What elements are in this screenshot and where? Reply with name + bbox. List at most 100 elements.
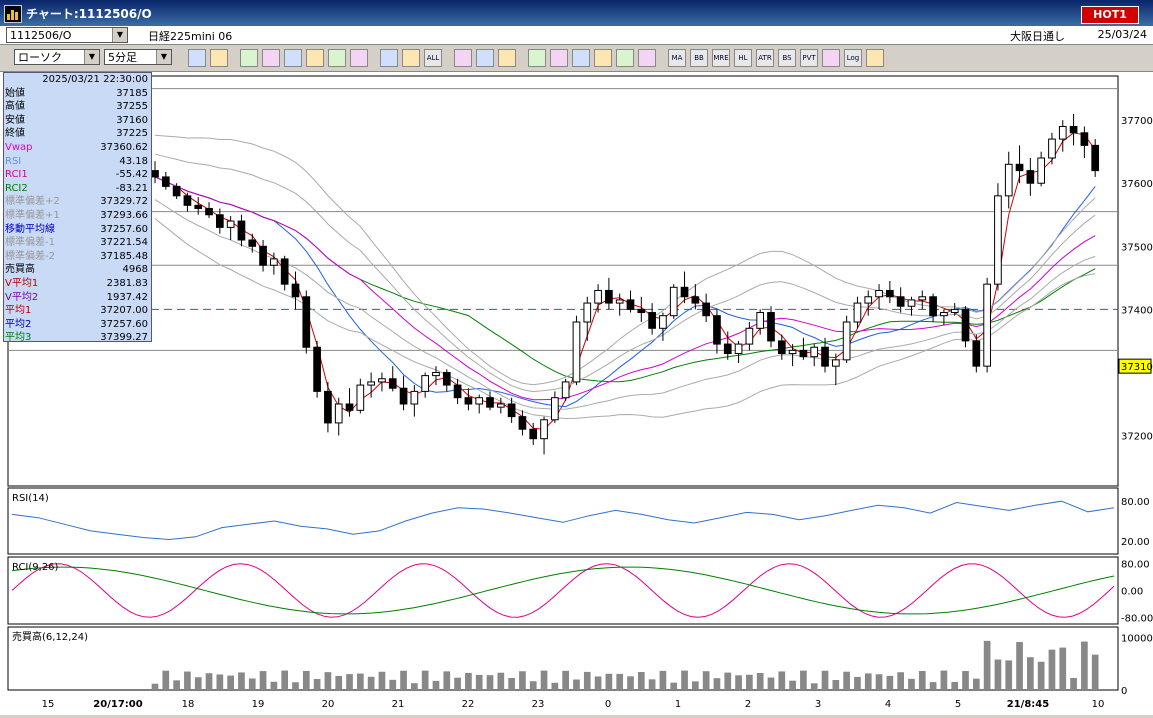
rci-tick-label: -80.00 [1121, 613, 1153, 624]
info-key: Vwap [5, 141, 33, 153]
zoom-in-icon[interactable] [402, 49, 420, 67]
chart-area[interactable]: 37700 37600 37500 37400 37200 37310 RSI(14) RCI… [0, 72, 1153, 715]
volume-bar [356, 673, 364, 690]
instrument-code-select[interactable]: 1112506/O ▼ [6, 27, 128, 43]
price-tick-label: 37500 [1121, 242, 1153, 253]
info-value: 37329.72 [100, 196, 148, 208]
bs-icon[interactable]: BS [778, 49, 796, 67]
volume-bar [702, 671, 710, 690]
candle-body [994, 195, 1002, 285]
trash-icon[interactable] [350, 49, 368, 67]
info-row: 標準偏差-2 37185.48 [4, 250, 151, 264]
candle-body [551, 397, 559, 421]
info-value: 4968 [122, 264, 148, 276]
band-line [154, 218, 1096, 420]
info-value: 37160 [116, 114, 148, 126]
rci1-line [11, 563, 1115, 618]
candle-body [745, 327, 754, 345]
candle-body [432, 371, 440, 377]
blank-icon[interactable] [616, 49, 634, 67]
zoom-icon[interactable] [188, 49, 206, 67]
info-value: 43.18 [119, 155, 148, 167]
grid-icon[interactable] [380, 49, 398, 67]
chevron-down-icon[interactable]: ▼ [84, 50, 99, 64]
candle-body [507, 403, 516, 418]
volume-bar [854, 676, 861, 690]
mesh-icon[interactable] [638, 49, 656, 67]
info-key: RSI [5, 155, 22, 167]
export-icon[interactable] [866, 49, 884, 67]
x-tick-label: 1 [675, 699, 681, 710]
volume-bar [281, 670, 289, 690]
candle-body [842, 321, 851, 361]
timeframe-select[interactable]: 5分足 ▼ [104, 49, 172, 65]
atr-icon[interactable]: ATR [756, 49, 774, 67]
line-icon[interactable] [262, 49, 280, 67]
search-doc-icon[interactable] [550, 49, 568, 67]
settings-icon[interactable] [454, 49, 472, 67]
candle-body [788, 349, 797, 355]
volume-bar [216, 674, 224, 690]
info-key: 安値 [5, 114, 25, 126]
all-icon[interactable]: ALL [424, 49, 442, 67]
candle-body [496, 403, 505, 408]
bar-icon[interactable] [572, 49, 590, 67]
x-tick-label: 3 [815, 699, 821, 710]
candle-body [205, 207, 213, 216]
volume-bar [335, 676, 343, 690]
candle-body [486, 397, 494, 408]
info-value: 37257.60 [100, 318, 148, 330]
bb-icon[interactable]: BB [690, 49, 708, 67]
info-value: 37185 [116, 87, 148, 99]
volume-bar [227, 675, 234, 690]
pvt-icon[interactable]: PVT [800, 49, 818, 67]
volume-bar [886, 675, 894, 690]
rsi-panel-label: RSI(14) [12, 493, 49, 504]
palette-icon[interactable] [498, 49, 516, 67]
info-row: 平均1 37207.00 [4, 304, 151, 318]
tools-icon[interactable] [476, 49, 494, 67]
volume-bar [162, 670, 170, 690]
crosshair-icon[interactable] [210, 49, 228, 67]
info-row: 始値 37185 [4, 87, 151, 101]
candle-body [734, 343, 743, 355]
info-key: RCI2 [5, 182, 28, 194]
info-row: 標準偏差+1 37293.66 [4, 209, 151, 223]
volume-bar [411, 683, 418, 690]
box-icon[interactable] [822, 49, 840, 67]
volume-bar [681, 670, 688, 690]
chevron-down-icon[interactable]: ▼ [112, 28, 127, 42]
info-key: 標準偏差+1 [5, 209, 60, 221]
scissors-icon[interactable] [594, 49, 612, 67]
info-key: 終値 [5, 128, 25, 140]
download-icon[interactable] [528, 49, 546, 67]
info-row: 平均3 37399.27 [4, 331, 151, 345]
hot-button[interactable]: HOT1 [1081, 6, 1139, 24]
log-icon[interactable]: Log [844, 49, 862, 67]
candle-body [1015, 163, 1024, 172]
x-tick-label: 10 [1092, 699, 1105, 710]
chart-svg[interactable]: 37700 37600 37500 37400 37200 37310 RSI(14) RCI… [0, 72, 1153, 715]
ma-icon[interactable]: MA [668, 49, 686, 67]
page-icon[interactable] [328, 49, 346, 67]
volume-bar [551, 682, 559, 690]
chart-type-select[interactable]: ローソク ▼ [14, 49, 100, 65]
info-key: V平均1 [5, 277, 39, 289]
pen-icon[interactable] [240, 49, 258, 67]
info-row: 売買高 4968 [4, 263, 151, 277]
chevron-down-icon[interactable]: ▼ [156, 50, 171, 64]
candle-body [1048, 138, 1056, 159]
candle-body [659, 315, 667, 329]
candle-body [821, 346, 829, 367]
window-title: チャート:1112506/O [26, 7, 152, 21]
volume-bar [1059, 647, 1067, 690]
mre-icon[interactable]: MRE [712, 49, 730, 67]
rsi-panel-frame [7, 487, 1119, 555]
volume-bar [929, 682, 937, 690]
undo-icon[interactable] [306, 49, 324, 67]
cursor-icon[interactable] [284, 49, 302, 67]
volume-bar [616, 673, 624, 690]
info-datetime: 2025/03/21 22:30:00 [42, 74, 148, 85]
volume-bar [659, 670, 667, 690]
hl-icon[interactable]: HL [734, 49, 752, 67]
